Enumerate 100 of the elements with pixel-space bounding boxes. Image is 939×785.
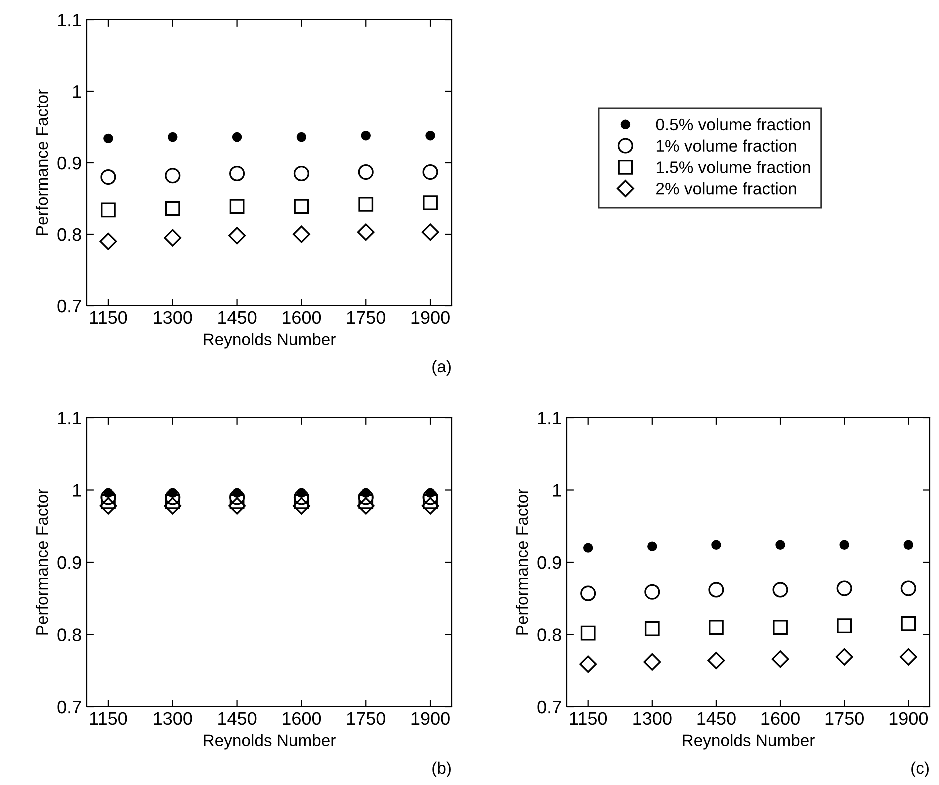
point	[358, 164, 374, 180]
y-tick-label: 1.1	[538, 412, 562, 425]
text: (b)	[432, 762, 451, 778]
y-tick-label: 0.9	[58, 556, 82, 570]
y-tick-label: 1.1	[58, 412, 82, 425]
x-tick-label: 1300	[154, 311, 192, 324]
point	[708, 652, 726, 670]
point	[230, 166, 246, 182]
x-tick-label: 1600	[762, 712, 800, 726]
point	[357, 224, 375, 242]
point	[580, 586, 596, 602]
y-tick-label: 0.8	[538, 628, 562, 642]
x-tick-label: 1450	[698, 712, 736, 726]
point	[296, 132, 307, 142]
legend-label: 0.5% volume fraction	[656, 118, 810, 131]
point	[228, 227, 246, 245]
point	[165, 168, 181, 184]
point	[293, 226, 310, 244]
point	[232, 132, 242, 142]
y-tick-label: 0.9	[538, 556, 562, 570]
y-axis-title: Performance Factor	[36, 489, 48, 635]
x-tick-label: 1900	[890, 712, 928, 726]
point	[773, 620, 788, 635]
x-axis-title: Reynolds Number	[204, 333, 336, 349]
point	[772, 582, 788, 598]
point	[165, 201, 180, 216]
x-tick-label: 1750	[347, 311, 386, 324]
point	[580, 656, 598, 674]
y-tick-label: 0.9	[58, 156, 82, 170]
point	[836, 648, 854, 666]
x-tick-label: 1450	[218, 311, 257, 324]
y-tick-label: 0.8	[58, 628, 82, 642]
x-tick-label: 1300	[634, 712, 672, 726]
x-tick-label: 1750	[347, 712, 386, 726]
x-tick-label: 1450	[218, 712, 257, 726]
y-axis-title: Performance Factor	[36, 90, 48, 236]
y-tick-label: 0.8	[58, 228, 82, 242]
text: (c)	[912, 762, 929, 778]
text: (a)	[432, 360, 451, 376]
point	[293, 497, 310, 515]
point	[900, 648, 918, 666]
point	[709, 620, 724, 635]
point	[900, 580, 916, 596]
point	[648, 542, 658, 552]
point	[644, 622, 660, 636]
point	[100, 170, 116, 186]
point	[361, 130, 371, 141]
x-tick-label: 1150	[570, 712, 608, 726]
point	[840, 540, 850, 550]
point	[164, 229, 182, 247]
y-axis-title: Performance Factor	[516, 489, 528, 635]
legend-label: 1% volume fraction	[656, 140, 796, 152]
point	[644, 584, 660, 600]
point	[580, 626, 596, 641]
point	[104, 134, 114, 144]
x-tick-label: 1150	[90, 311, 128, 324]
point	[357, 497, 375, 515]
point	[422, 497, 440, 515]
y-tick-label: 1	[73, 86, 82, 98]
point	[294, 166, 310, 182]
point	[837, 618, 852, 634]
x-tick-label: 1300	[154, 712, 192, 726]
point	[100, 232, 118, 250]
x-axis-title: Reynolds Number	[204, 734, 336, 750]
point	[904, 540, 914, 550]
point	[358, 197, 374, 212]
y-tick-label: 1	[73, 484, 82, 497]
y-tick-label: 1	[553, 484, 562, 497]
point	[426, 130, 436, 141]
legend-label: 1.5% volume fraction	[656, 161, 810, 174]
point	[712, 540, 722, 550]
point	[836, 580, 852, 596]
point	[294, 199, 310, 214]
point	[164, 497, 182, 515]
point	[101, 202, 116, 218]
point	[422, 224, 440, 242]
point	[422, 164, 438, 180]
y-tick-label: 0.7	[58, 300, 82, 313]
point	[583, 543, 594, 553]
x-tick-label: 1900	[412, 311, 450, 324]
x-tick-label: 1600	[283, 311, 322, 324]
y-tick-label: 1.1	[58, 14, 82, 27]
x-tick-label: 1150	[90, 712, 128, 726]
point	[644, 654, 662, 671]
x-tick-label: 1900	[412, 712, 450, 726]
point	[100, 497, 118, 515]
point	[230, 199, 245, 214]
point	[901, 616, 916, 632]
point	[772, 650, 790, 668]
legend-label: 2% volume fraction	[656, 182, 796, 195]
y-tick-label: 0.7	[58, 700, 82, 714]
point	[423, 196, 438, 210]
point	[776, 540, 786, 550]
x-axis-title: Reynolds Number	[683, 734, 815, 750]
x-tick-label: 1750	[826, 712, 864, 726]
y-tick-label: 0.7	[538, 700, 562, 714]
point	[708, 582, 724, 598]
point	[168, 132, 178, 142]
point	[228, 497, 246, 515]
x-tick-label: 1600	[283, 712, 322, 726]
